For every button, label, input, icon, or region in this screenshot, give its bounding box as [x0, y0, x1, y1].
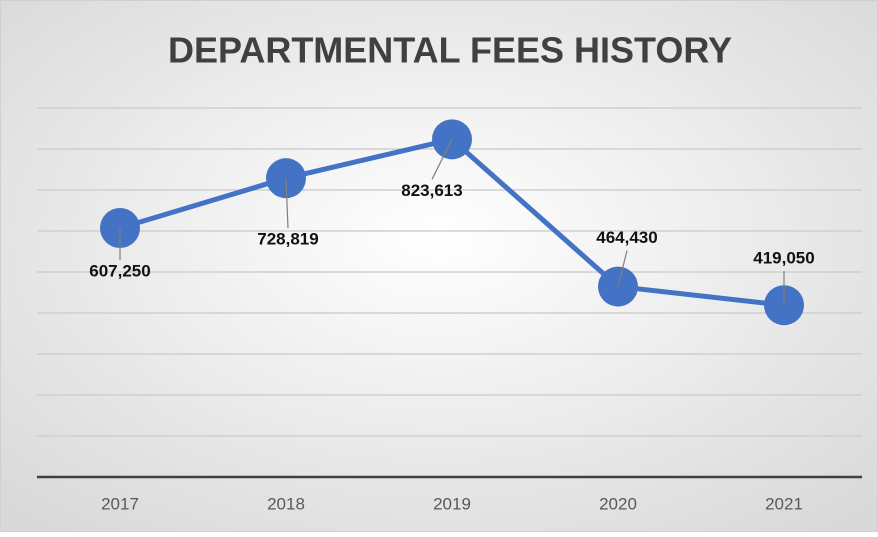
data-label: 464,430 [596, 228, 657, 247]
x-tick-label: 2018 [267, 494, 305, 513]
data-label: 419,050 [753, 249, 814, 268]
leader-line [285, 178, 289, 229]
x-tick-label: 2021 [765, 494, 803, 513]
leader-line [617, 250, 628, 287]
data-label: 607,250 [89, 262, 150, 281]
x-tick-label: 2020 [599, 494, 637, 513]
data-label: 728,819 [257, 230, 318, 249]
x-tick-label: 2017 [101, 494, 139, 513]
x-tick-label: 2019 [433, 494, 471, 513]
chart-title: DEPARTMENTAL FEES HISTORY [168, 30, 732, 71]
data-label: 823,613 [401, 181, 462, 200]
leader-line [431, 139, 453, 180]
